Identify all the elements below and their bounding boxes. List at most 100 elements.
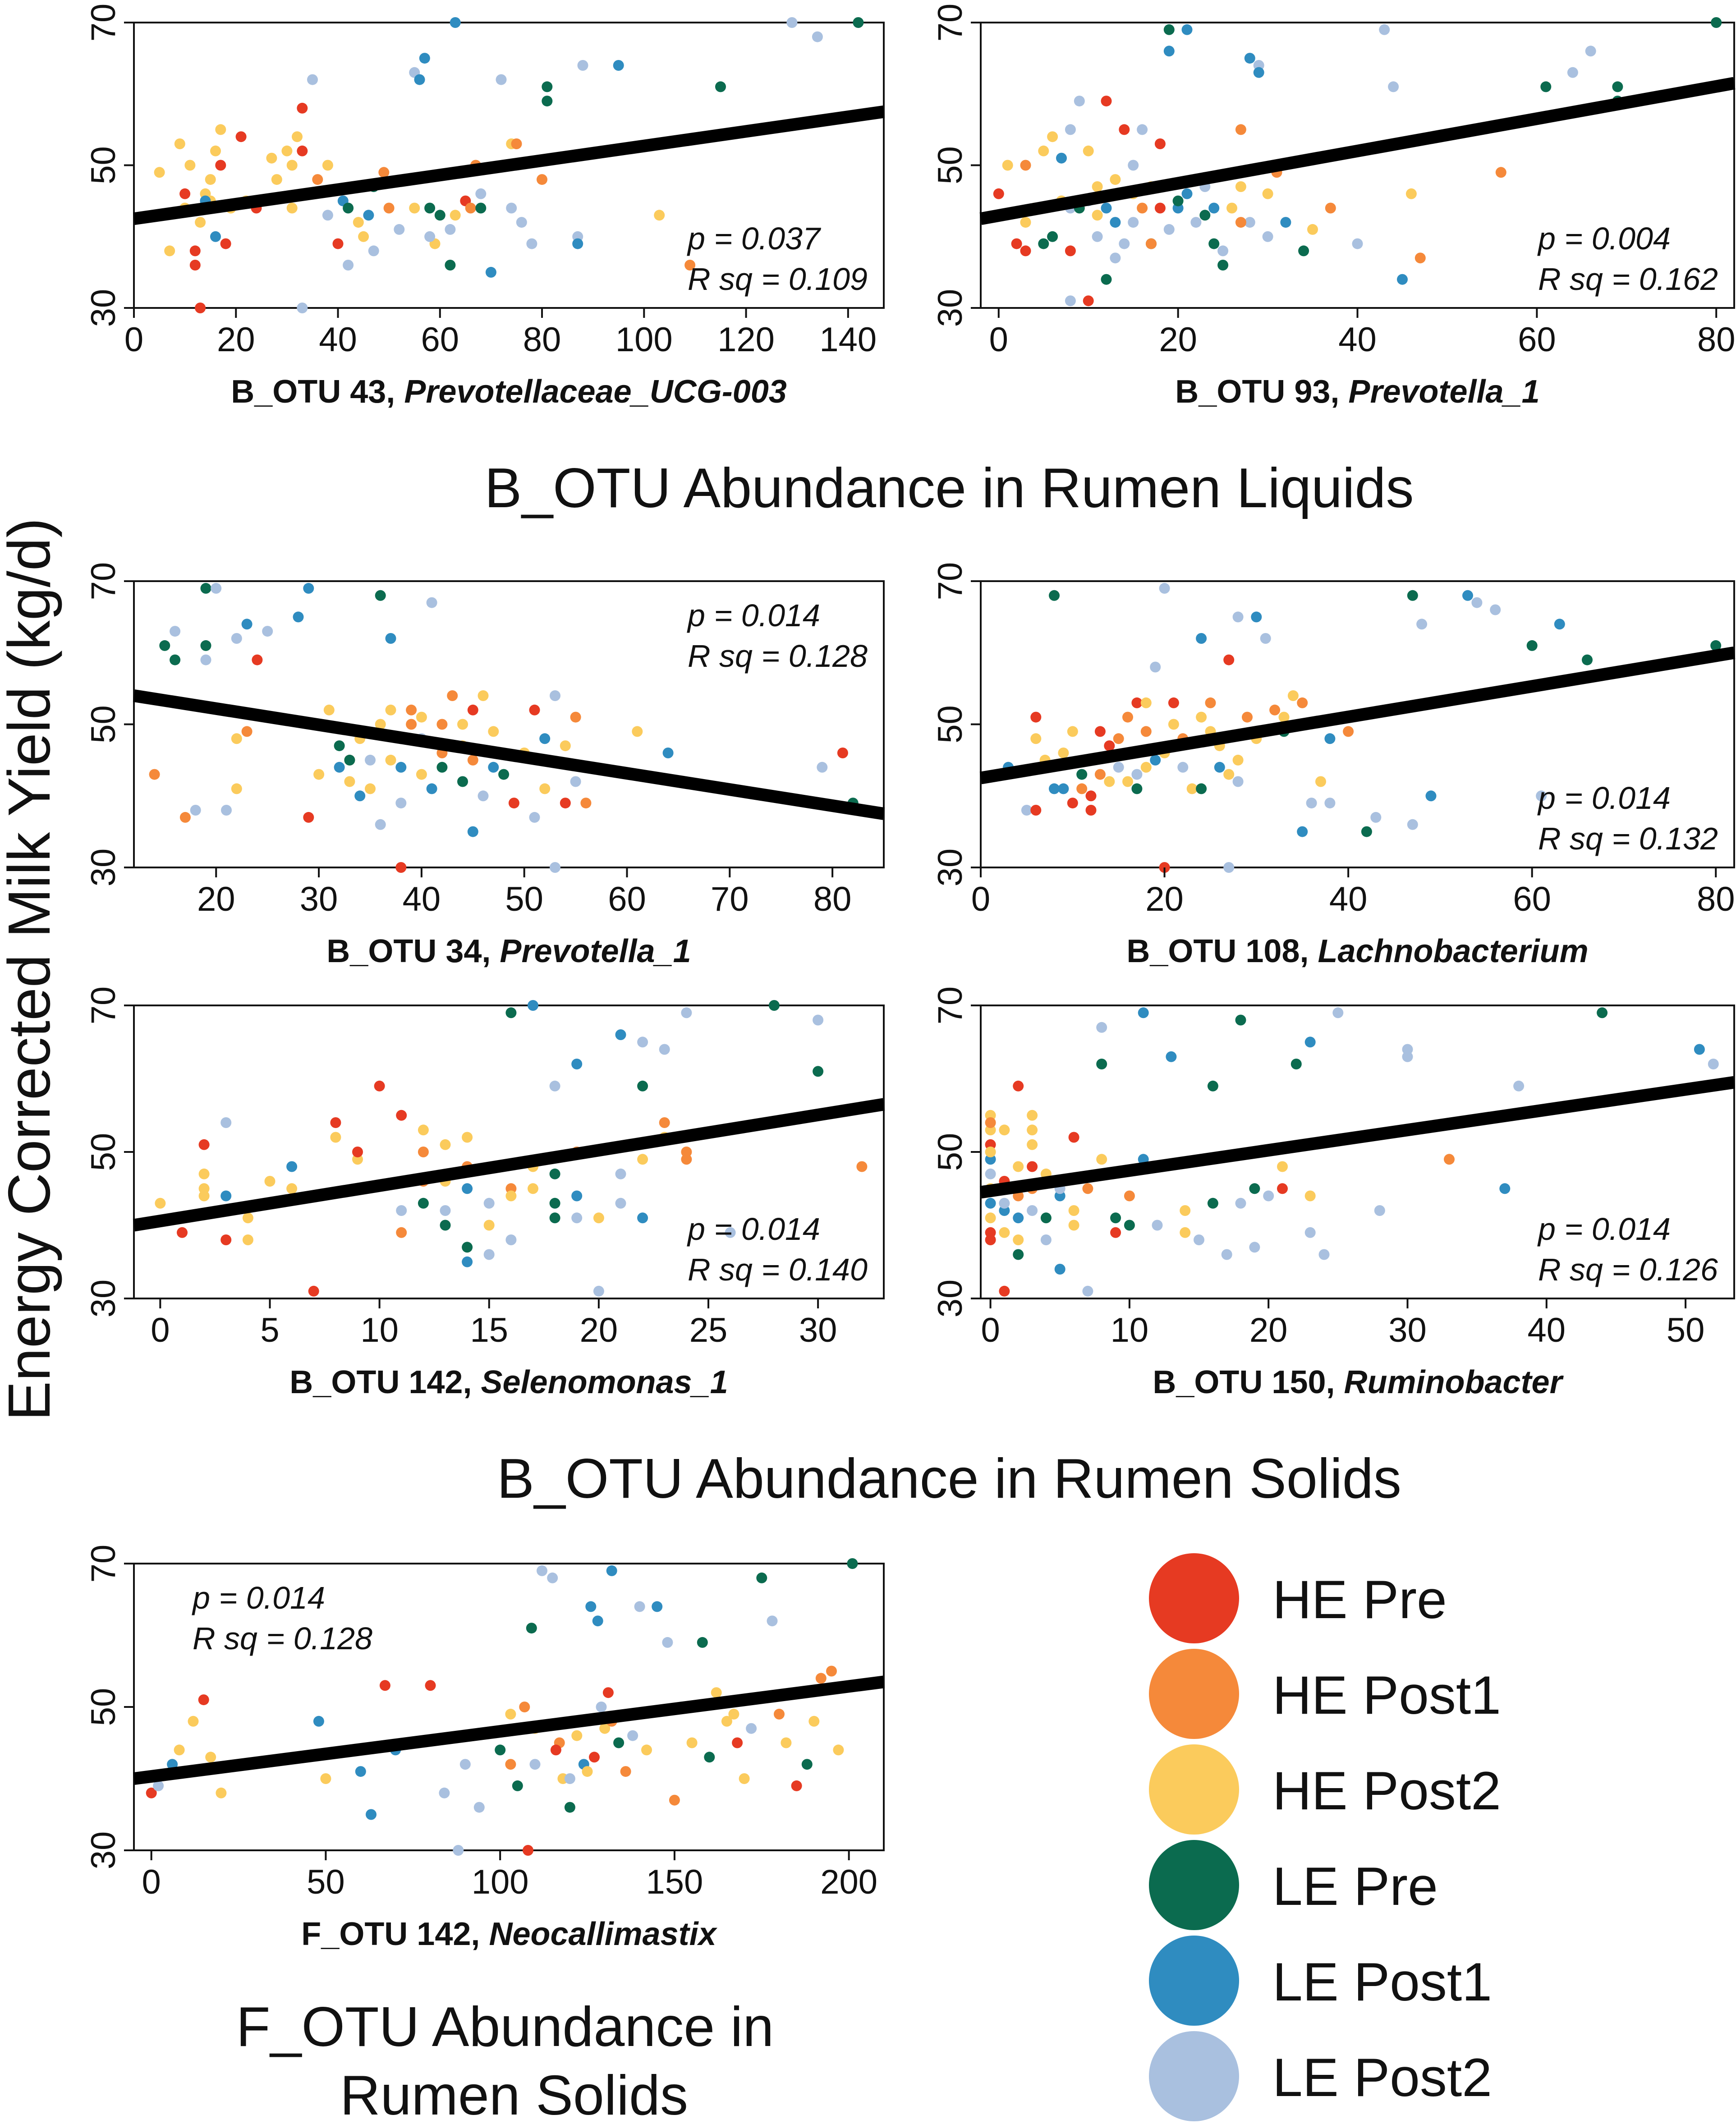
data-point [659,1117,670,1128]
data-point [1013,1234,1024,1245]
data-point [320,1773,331,1784]
data-point [440,1220,451,1231]
data-point [791,1780,802,1791]
data-point [542,96,553,107]
data-point [1128,217,1139,228]
data-point [303,583,314,594]
data-point [1208,238,1220,249]
data-point [467,754,478,766]
data-point [184,160,196,171]
taxon-name: Lachnobacterium [1318,933,1589,969]
legend-item: LE Post1 [1149,1936,1492,2026]
data-point [570,776,581,787]
data-point [606,1565,617,1576]
data-point [416,711,427,723]
data-point [537,174,547,185]
data-point [177,1227,188,1238]
data-point [519,1702,530,1712]
data-point [1110,252,1121,264]
data-point [1407,590,1418,601]
data-point [1235,217,1246,228]
y-tick-label: 70 [84,4,123,42]
data-point [571,1212,583,1224]
data-point [1612,81,1623,92]
data-point [632,726,643,737]
data-point [637,1080,648,1092]
data-point [1030,733,1042,744]
data-point [833,1744,844,1756]
data-point [1536,790,1547,802]
data-point [1152,1220,1163,1231]
data-point [1194,1234,1204,1245]
data-point [1054,1264,1065,1275]
data-point [1049,783,1060,794]
data-point [511,138,522,149]
data-point [445,260,456,271]
data-point [1232,754,1244,766]
data-point [999,1124,1010,1136]
data-point [419,53,430,64]
data-point [615,1168,626,1179]
data-point [537,1565,547,1576]
y-tick-label: 50 [84,1133,123,1171]
otu-id: F_OTU 142, [301,1916,489,1952]
data-point [395,798,407,809]
data-point [1402,1051,1413,1062]
data-point [1083,295,1094,307]
data-point [985,1197,996,1209]
data-point [205,1752,216,1763]
data-point [155,1197,166,1209]
y-tick-label: 30 [931,289,969,327]
data-point [813,1066,824,1077]
data-point [1096,1022,1107,1033]
data-point [1298,245,1309,257]
regression-line [979,646,1736,784]
data-point [1047,231,1058,242]
data-point [1058,783,1069,794]
data-point [343,202,354,214]
data-point [1379,24,1390,35]
x-tick-label: 60 [608,880,646,918]
data-point [483,1220,495,1231]
data-point [526,238,537,249]
data-point [1242,711,1253,723]
data-point [686,1737,698,1748]
data-point [1297,826,1308,837]
legend-item: HE Post1 [1149,1649,1501,1739]
data-point [1223,769,1235,780]
x-tick-label: 20 [217,321,255,359]
data-point [1352,238,1363,249]
data-point [286,202,298,214]
data-point [615,1197,626,1209]
data-point [589,1752,600,1763]
data-point [215,160,226,171]
data-point [1131,697,1143,708]
data-point [1030,711,1042,723]
x-tick-label: 10 [360,1311,399,1349]
y-tick-label: 50 [84,146,123,184]
x-tick-label: 40 [403,880,441,918]
data-point [198,1694,209,1706]
data-point [220,1234,232,1245]
data-point [571,1190,583,1202]
data-point [1585,46,1596,57]
data-point [1251,611,1262,623]
x-tick-label: 60 [421,321,459,359]
data-point [572,238,583,249]
data-point [662,1637,673,1648]
data-point [1027,1110,1038,1121]
data-point [179,812,191,823]
data-point [1027,1139,1038,1150]
data-point [1262,188,1273,199]
x-tick-label: 70 [711,880,749,918]
data-point [1002,160,1013,171]
x-axis-title: B_OTU 34, Prevotella_1 [326,933,691,969]
data-point [211,583,222,594]
data-point [313,769,325,780]
data-point [571,1059,583,1069]
x-tick-label: 10 [1111,1311,1149,1349]
data-point [1208,202,1220,214]
data-point [669,1794,680,1806]
legend-label: HE Post2 [1272,1761,1501,1821]
data-point [570,711,581,723]
